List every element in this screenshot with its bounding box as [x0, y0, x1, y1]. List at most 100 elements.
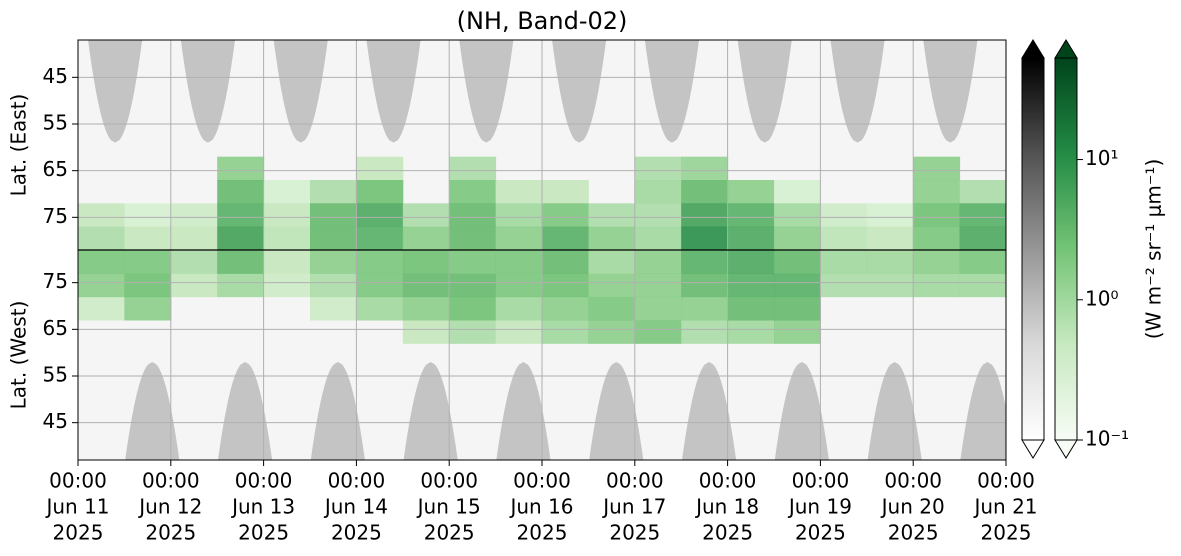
x-tick-label: 2025 [424, 521, 475, 545]
heat-cell [263, 226, 311, 251]
x-tick-label: 2025 [981, 521, 1032, 545]
heat-cell [959, 226, 1006, 251]
heat-cell [310, 226, 357, 251]
heat-cell [866, 250, 914, 274]
heat-cell [681, 320, 729, 344]
heat-cell [78, 226, 125, 251]
heat-cell [495, 250, 543, 274]
night-mask [681, 362, 737, 460]
heat-cell [449, 226, 497, 251]
heat-cell [820, 250, 868, 274]
heat-cell [774, 226, 821, 251]
x-tick-label: 2025 [53, 521, 104, 545]
heat-cell [634, 250, 682, 274]
heat-cell [170, 250, 218, 274]
heat-cell [588, 320, 636, 344]
heat-cell [681, 156, 729, 181]
heat-cell [959, 203, 1006, 228]
night-mask [644, 40, 699, 143]
heat-cell [449, 320, 497, 344]
colorbar-extend-bottom [1054, 439, 1078, 459]
heat-cell [449, 203, 497, 228]
heat-cell [124, 226, 172, 251]
x-tick-label: Jun 20 [880, 495, 945, 519]
heat-cell [449, 250, 497, 274]
heat-cell [634, 226, 682, 251]
heat-cell [542, 226, 589, 251]
heat-cell [727, 203, 775, 228]
night-mask [88, 40, 143, 143]
x-tick-label: 2025 [609, 521, 660, 545]
panel [78, 250, 1006, 460]
heat-cell [913, 273, 961, 298]
heat-cell [959, 180, 1006, 204]
x-tick-label: 00:00 [513, 469, 571, 493]
heat-cell [217, 226, 265, 251]
x-tick-label: Jun 19 [787, 495, 852, 519]
heat-cell [495, 320, 543, 344]
night-mask [366, 40, 421, 143]
heat-cell [78, 203, 125, 228]
heat-cell [217, 250, 265, 274]
night-mask [589, 362, 644, 460]
x-tick-label: Jun 16 [508, 495, 573, 519]
heat-cell [356, 180, 404, 204]
heat-cell [78, 296, 125, 321]
heat-cell [356, 226, 404, 251]
heat-cell [959, 250, 1006, 274]
heat-cell [402, 320, 450, 344]
x-tick-label: 2025 [702, 521, 753, 545]
heat-cell [634, 156, 682, 181]
x-tick-label: 00:00 [699, 469, 757, 493]
heat-cell [542, 320, 589, 344]
heat-cell [774, 250, 821, 274]
colorbar-label: (W m⁻² sr⁻¹ μm⁻¹) [1142, 159, 1166, 340]
heat-cell [449, 273, 497, 298]
night-mask [459, 40, 514, 143]
heat-cell [634, 180, 682, 204]
heat-cell [495, 180, 543, 204]
y-tick-label: 45 [43, 409, 68, 433]
colorbar-extend-top [1021, 39, 1045, 59]
x-tick-label: Jun 17 [601, 495, 666, 519]
night-mask [496, 362, 551, 460]
heat-cell [542, 250, 589, 274]
x-tick-label: Jun 11 [44, 495, 109, 519]
night-mask [867, 362, 922, 460]
x-tick-label: Jun 13 [230, 495, 295, 519]
heat-cell [913, 250, 961, 274]
night-mask [180, 40, 235, 143]
heat-cell [402, 273, 450, 298]
x-tick-label: 00:00 [606, 469, 664, 493]
x-tick-label: 00:00 [49, 469, 107, 493]
heat-cell [727, 180, 775, 204]
colorbar-tick-label: 10¹ [1085, 146, 1118, 170]
heat-cell [820, 226, 868, 251]
heat-cell [310, 180, 357, 204]
x-tick-label: 00:00 [328, 469, 386, 493]
colorbar-extend-top [1054, 39, 1078, 59]
heat-cell [588, 273, 636, 298]
heat-cell [727, 250, 775, 274]
night-mask [960, 362, 1006, 460]
plot-frame [77, 39, 1007, 461]
x-tick-label: Jun 15 [416, 495, 481, 519]
heat-cell [263, 273, 311, 298]
night-mask [774, 362, 829, 460]
heat-cell [170, 203, 218, 228]
heat-cell [356, 203, 404, 228]
heat-cell [866, 273, 914, 298]
x-tick-label: Jun 21 [972, 495, 1037, 519]
heat-cell [124, 250, 172, 274]
heat-cell [78, 250, 125, 274]
heat-cell [681, 250, 729, 274]
heat-cell [356, 273, 404, 298]
heat-cell [634, 203, 682, 228]
heat-cell [449, 156, 497, 181]
heat-cell [217, 180, 265, 204]
heat-cell [820, 273, 868, 298]
y-axis-label: Lat. (West) [7, 301, 31, 410]
heat-cell [913, 203, 961, 228]
heat-cell [263, 250, 311, 274]
